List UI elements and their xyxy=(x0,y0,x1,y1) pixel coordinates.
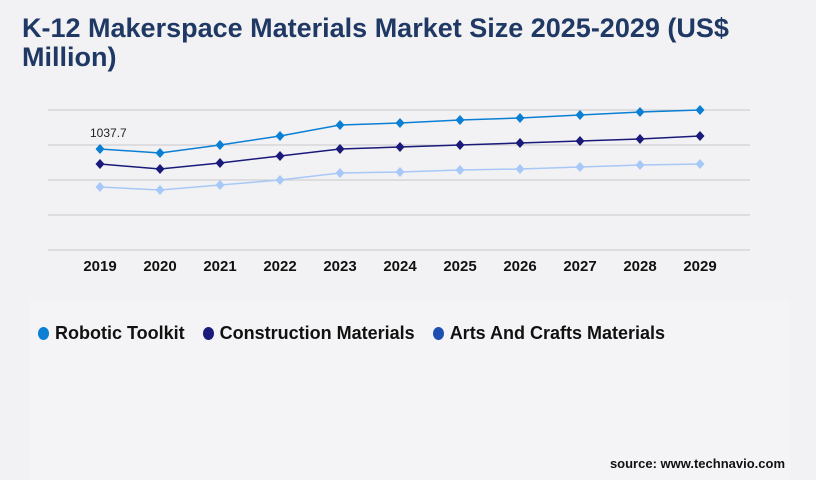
data-point xyxy=(575,161,585,172)
x-tick-label: 2019 xyxy=(83,258,116,275)
data-point xyxy=(95,144,105,155)
data-point xyxy=(215,158,225,169)
data-point xyxy=(335,168,345,179)
data-point xyxy=(395,166,405,177)
legend-label: Construction Materials xyxy=(219,323,415,343)
data-point xyxy=(575,110,585,121)
x-tick-label: 2029 xyxy=(683,258,716,275)
data-point xyxy=(395,118,405,129)
series-line xyxy=(99,135,701,170)
x-tick-label: 2026 xyxy=(503,258,536,275)
legend-marker-icon xyxy=(38,327,49,340)
data-point xyxy=(275,150,285,161)
source-text: source: www.technavio.com xyxy=(609,456,785,471)
data-point xyxy=(275,131,285,142)
data-point xyxy=(335,144,345,155)
data-point xyxy=(635,107,645,118)
legend-item: Robotic Toolkit xyxy=(38,323,185,344)
data-point xyxy=(335,119,345,130)
data-point xyxy=(455,165,465,176)
data-point xyxy=(155,164,165,175)
data-point xyxy=(455,115,465,126)
data-point xyxy=(395,142,405,153)
data-label: 1037.7 xyxy=(90,126,127,140)
chart-title: K-12 Makerspace Materials Market Size 20… xyxy=(22,13,729,72)
x-tick-label: 2027 xyxy=(563,258,596,275)
legend-label: Robotic Toolkit xyxy=(55,323,185,343)
line-chart: 2019 2020 2021 2022 2023 2024 2025 2026 2027 2028… xyxy=(48,105,750,275)
legend: Robotic Toolkit Construction Materials Art… xyxy=(38,323,665,344)
x-tick-label: 2022 xyxy=(263,258,296,275)
legend-marker-icon xyxy=(432,327,444,340)
legend-panel xyxy=(30,300,790,480)
legend-marker-icon xyxy=(202,327,214,340)
x-tick-label: 2028 xyxy=(623,258,656,275)
data-point xyxy=(215,140,225,150)
data-point xyxy=(515,138,525,149)
data-point xyxy=(575,135,585,146)
data-point xyxy=(215,180,225,191)
x-tick-label: 2023 xyxy=(323,258,356,275)
data-point xyxy=(515,164,525,175)
legend-label: Arts And Crafts Materials xyxy=(449,323,666,343)
data-point xyxy=(695,131,705,142)
x-tick-label: 2021 xyxy=(203,258,236,275)
data-point xyxy=(95,158,105,169)
data-point xyxy=(695,105,705,115)
data-point xyxy=(275,175,285,185)
data-point xyxy=(635,134,645,145)
data-point xyxy=(695,158,705,169)
data-point xyxy=(95,181,105,192)
x-tick-label: 2025 xyxy=(443,258,476,275)
x-tick-label: 2020 xyxy=(143,258,176,275)
legend-item: Construction Materials xyxy=(202,323,415,344)
data-point xyxy=(635,160,645,171)
data-point xyxy=(515,113,525,124)
x-tick-label: 2024 xyxy=(383,258,417,275)
data-point xyxy=(155,148,165,159)
data-point xyxy=(155,185,165,196)
legend-item: Arts And Crafts Materials xyxy=(432,323,666,344)
data-point xyxy=(455,140,465,150)
